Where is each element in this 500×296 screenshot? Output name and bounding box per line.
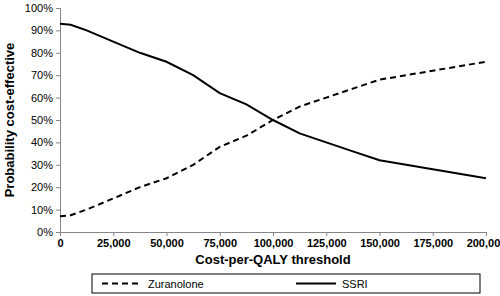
x-tick: 200,000 (467, 232, 500, 249)
x-axis: 0 25,000 50,000 75,000 100,000 125,000 150,000… (57, 232, 500, 249)
x-axis-title: Cost-per-QALY threshold (195, 252, 350, 267)
x-tick-mark (486, 232, 487, 236)
x-axis-line (61, 233, 487, 237)
y-tick-label: 50% (31, 114, 53, 126)
y-tick: 10% (31, 204, 60, 216)
y-tick-mark (56, 75, 60, 76)
y-tick-mark (56, 210, 60, 211)
y-tick-mark (56, 120, 60, 121)
x-tick: 175,000 (413, 232, 453, 249)
y-tick: 70% (31, 69, 60, 81)
x-tick-mark (326, 232, 327, 236)
y-tick-mark (56, 142, 60, 143)
x-tick-label: 200,000 (467, 237, 500, 249)
series-line (60, 62, 486, 217)
y-tick-mark (56, 30, 60, 31)
x-tick-label: 50,000 (150, 237, 184, 249)
x-tick: 25,000 (97, 232, 131, 249)
x-tick-label: 75,000 (203, 237, 237, 249)
legend-label: Zuranolone (148, 278, 204, 290)
y-tick-mark (56, 165, 60, 166)
x-tick-mark (273, 232, 274, 236)
x-tick-mark (433, 232, 434, 236)
y-tick: 90% (31, 24, 60, 36)
y-tick-label: 80% (31, 47, 53, 59)
x-tick: 150,000 (360, 232, 400, 249)
y-tick: 0% (37, 226, 60, 238)
x-tick-mark (220, 232, 221, 236)
legend-swatch (296, 283, 336, 285)
x-tick: 0 (57, 232, 63, 249)
x-tick-label: 100,000 (254, 237, 294, 249)
x-tick: 75,000 (203, 232, 237, 249)
x-tick-mark (380, 232, 381, 236)
x-tick: 125,000 (307, 232, 347, 249)
y-tick-label: 100% (25, 2, 53, 14)
y-tick-mark (56, 53, 60, 54)
y-tick-label: 60% (31, 92, 53, 104)
series-line (60, 24, 486, 179)
y-tick-mark (56, 8, 60, 9)
x-tick-label: 25,000 (97, 237, 131, 249)
y-tick: 20% (31, 181, 60, 193)
x-tick: 100,000 (254, 232, 294, 249)
y-axis-title: Probability cost-effective (2, 43, 17, 198)
y-axis-line (56, 9, 61, 233)
x-tick: 50,000 (150, 232, 184, 249)
x-tick-label: 0 (57, 237, 63, 249)
y-tick: 40% (31, 136, 60, 148)
legend-box (92, 274, 480, 293)
y-tick-mark (56, 98, 60, 99)
y-tick-label: 20% (31, 181, 53, 193)
x-tick-label: 125,000 (307, 237, 347, 249)
y-tick: 80% (31, 47, 60, 59)
legend-label: SSRI (342, 278, 368, 290)
x-tick-label: 150,000 (360, 237, 400, 249)
legend: Zuranolone SSRI (92, 274, 480, 293)
x-tick-mark (113, 232, 114, 236)
y-tick-mark (56, 232, 60, 233)
y-tick-label: 0% (37, 226, 53, 238)
legend-swatch (102, 283, 142, 285)
y-tick-label: 40% (31, 136, 53, 148)
x-tick-label: 175,000 (413, 237, 453, 249)
y-tick-mark (56, 187, 60, 188)
y-tick: 100% (25, 2, 60, 14)
y-tick: 50% (31, 114, 60, 126)
y-tick-label: 30% (31, 159, 53, 171)
plot-area (60, 24, 486, 217)
y-tick-label: 90% (31, 24, 53, 36)
y-tick: 60% (31, 92, 60, 104)
y-tick-label: 70% (31, 69, 53, 81)
y-axis: 0% 10% 20% 30% 40% 50% 60% 70% 80% 90% 100% (25, 2, 61, 238)
y-tick-label: 10% (31, 204, 53, 216)
chart: 0 25,000 50,000 75,000 100,000 125,000 150,000… (0, 0, 500, 296)
x-tick-mark (167, 232, 168, 236)
y-tick: 30% (31, 159, 60, 171)
